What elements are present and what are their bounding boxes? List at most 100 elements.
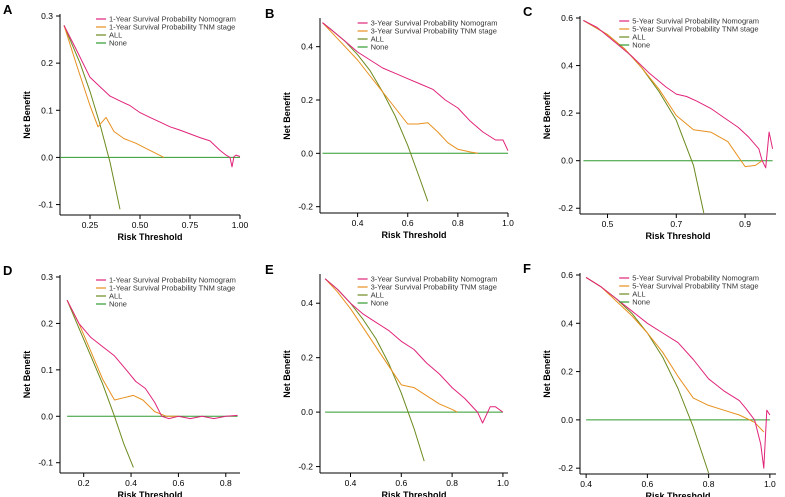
- y-tick-label: 0.4: [561, 318, 573, 328]
- legend-label: 1-Year Survival Probability Nomogram: [109, 276, 236, 285]
- legend-label: 3-Year Survival Probability TNM stage: [371, 283, 497, 292]
- y-tick-label: 0.3: [41, 11, 53, 21]
- panel-d: D -0.1 0.0 0.1 0.2 0.3 0.2 0.4 0.6 0.8 Risk Thresh…: [3, 263, 240, 497]
- legend-label: None: [632, 298, 650, 307]
- legend-label: 5-Year Survival Probability Nomogram: [632, 274, 759, 283]
- y-tick-label: 0.3: [41, 272, 53, 282]
- x-tick-label: 1.0: [502, 218, 514, 228]
- legend-label: None: [632, 41, 650, 50]
- legend-label: ALL: [109, 31, 122, 40]
- y-tick-label: 0.0: [301, 148, 313, 158]
- x-tick-label: 0.6: [402, 218, 414, 228]
- x-tick-label: 1.0: [497, 478, 509, 488]
- y-tick-label: 0.0: [561, 415, 573, 425]
- y-tick-label: -0.1: [38, 200, 53, 210]
- x-axis-title: Risk Threshold: [117, 490, 182, 497]
- series-line-tnm-stage: [585, 276, 765, 433]
- legend-label: ALL: [371, 291, 384, 300]
- series-line-nomogram: [585, 276, 771, 469]
- panel-letter: E: [265, 262, 274, 277]
- legend-label: 3-Year Survival Probability TNM stage: [371, 27, 497, 36]
- y-tick-label: -0.2: [298, 462, 313, 472]
- x-tick-label: 0.75: [182, 220, 199, 230]
- y-tick-label: 0.6: [561, 270, 573, 280]
- x-axis-title: Risk Threshold: [117, 232, 182, 242]
- x-tick-label: 0.7: [670, 219, 682, 229]
- x-tick-label: 0.8: [446, 478, 458, 488]
- series-line-tnm-stage: [322, 22, 478, 154]
- x-tick-label: 0.50: [132, 220, 149, 230]
- series-line-all: [66, 300, 134, 468]
- panel-letter: D: [3, 263, 12, 278]
- panel-letter: B: [265, 6, 274, 21]
- y-tick-label: -0.2: [558, 203, 573, 213]
- series-line-nomogram: [324, 278, 504, 424]
- x-tick-label: 0.8: [452, 218, 464, 228]
- x-tick-label: 0.6: [395, 478, 407, 488]
- y-tick-label: 0.2: [41, 58, 53, 68]
- x-tick-label: 0.4: [352, 218, 364, 228]
- y-tick-label: 0.2: [301, 95, 313, 105]
- series-line-tnm-stage: [66, 299, 179, 417]
- legend-label: 1-Year Survival Probability TNM stage: [109, 23, 235, 32]
- legend-label: 5-Year Survival Probability TNM stage: [632, 282, 758, 291]
- y-tick-label: 0.4: [561, 61, 573, 71]
- y-tick-label: 0.4: [301, 298, 313, 308]
- x-tick-label: 0.4: [345, 478, 357, 488]
- x-axis-title: Risk Threshold: [645, 491, 710, 497]
- series-line-all: [585, 276, 710, 474]
- x-tick-label: 0.2: [78, 478, 90, 488]
- panel-a: A -0.1 0.0 0.1 0.2 0.3 0.25 0.50 0.75 1.00 Risk Th…: [3, 2, 249, 242]
- panel-e: E -0.2 0.0 0.2 0.4 0.4 0.6 0.8 1.0 Risk Threshold…: [265, 262, 509, 497]
- legend-label: 1-Year Survival Probability TNM stage: [109, 284, 235, 293]
- series-line-tnm-stage: [324, 278, 458, 413]
- x-tick-label: 0.8: [703, 479, 715, 489]
- y-axis-title: Net Benefit: [22, 351, 32, 399]
- y-tick-label: 0.0: [301, 407, 313, 417]
- y-tick-label: 0.0: [41, 152, 53, 162]
- legend-label: None: [371, 299, 389, 308]
- legend-label: 5-Year Survival Probability TNM stage: [632, 25, 758, 34]
- x-axis-title: Risk Threshold: [381, 490, 446, 497]
- x-tick-label: 0.4: [125, 478, 137, 488]
- y-tick-label: 0.1: [41, 105, 53, 115]
- series-line-all: [63, 25, 121, 210]
- y-tick-label: -0.1: [38, 458, 53, 468]
- y-tick-label: 0.2: [41, 318, 53, 328]
- x-tick-label: 0.8: [220, 478, 232, 488]
- y-tick-label: 0.2: [561, 367, 573, 377]
- panel-b: B -0.2 0.0 0.2 0.4 0.4 0.6 0.8 1.0 Risk Threshold…: [265, 6, 514, 240]
- legend-label: ALL: [371, 35, 384, 44]
- legend-label: None: [371, 43, 389, 52]
- x-axis-title: Risk Threshold: [381, 230, 446, 240]
- legend-label: 5-Year Survival Probability Nomogram: [632, 17, 759, 26]
- series-line-nomogram: [63, 25, 241, 168]
- y-tick-label: -0.2: [298, 202, 313, 212]
- y-axis-title: Net Benefit: [282, 92, 292, 140]
- series-line-tnm-stage: [63, 25, 165, 158]
- legend-label: 3-Year Survival Probability Nomogram: [371, 275, 498, 284]
- legend-label: ALL: [632, 33, 645, 42]
- legend-label: None: [109, 300, 127, 309]
- y-tick-label: 0.6: [561, 13, 573, 23]
- x-tick-label: 1.0: [764, 479, 776, 489]
- x-tick-label: 0.4: [580, 479, 592, 489]
- y-tick-label: 0.1: [41, 365, 53, 375]
- legend-label: ALL: [632, 290, 645, 299]
- panel-f: F -0.2 0.0 0.2 0.4 0.6 0.4 0.6 0.8 1.0 Risk Thresh…: [523, 261, 776, 497]
- x-tick-label: 0.25: [82, 220, 99, 230]
- series-line-nomogram: [66, 299, 238, 420]
- y-tick-label: -0.2: [558, 463, 573, 473]
- panel-letter: A: [3, 2, 13, 17]
- legend-label: None: [109, 39, 127, 48]
- series-line-nomogram: [322, 22, 509, 151]
- panel-letter: C: [523, 4, 533, 19]
- y-axis-title: Net Benefit: [542, 92, 552, 140]
- y-axis-title: Net Benefit: [282, 350, 292, 398]
- x-tick-label: 0.9: [739, 219, 751, 229]
- panel-letter: F: [523, 261, 531, 276]
- x-tick-label: 1.00: [232, 220, 249, 230]
- panel-c: C -0.2 0.0 0.2 0.4 0.6 0.5 0.7 0.9 Risk Threshold…: [523, 4, 776, 241]
- y-tick-label: 0.0: [561, 156, 573, 166]
